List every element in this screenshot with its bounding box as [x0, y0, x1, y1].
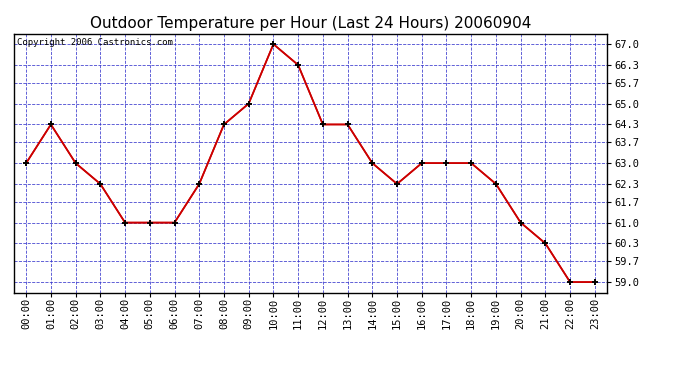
Title: Outdoor Temperature per Hour (Last 24 Hours) 20060904: Outdoor Temperature per Hour (Last 24 Ho… — [90, 16, 531, 31]
Text: Copyright 2006 Castronics.com: Copyright 2006 Castronics.com — [17, 38, 172, 46]
